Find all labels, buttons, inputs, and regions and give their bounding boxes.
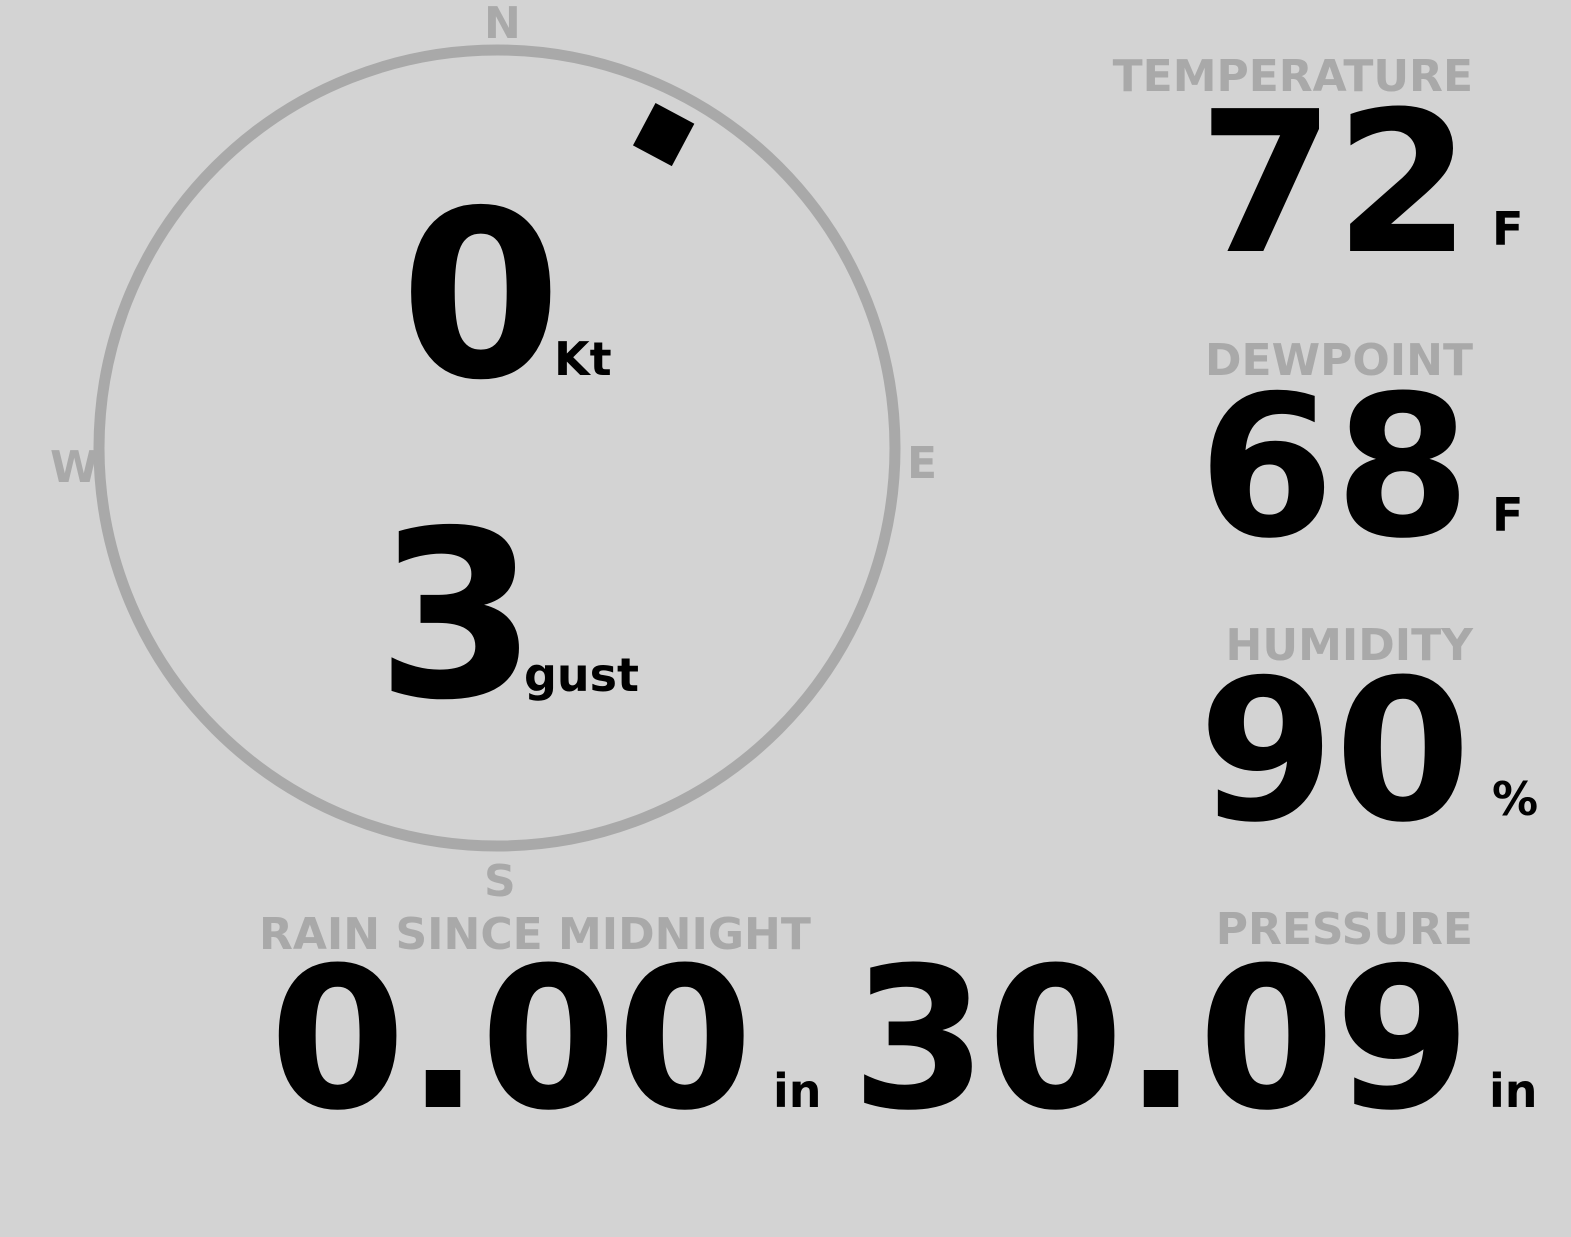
pressure-value: 30.09 xyxy=(851,926,1471,1154)
humidity-value: 90 xyxy=(1198,638,1471,866)
compass-north: N xyxy=(484,0,521,49)
dewpoint-unit: F xyxy=(1492,488,1524,542)
rain-unit: in xyxy=(773,1064,822,1118)
temperature-unit: F xyxy=(1492,202,1524,256)
pressure-label: PRESSURE xyxy=(1215,904,1473,955)
wind-gust-value: 3 xyxy=(376,481,538,751)
compass-south: S xyxy=(484,856,516,907)
temperature-value: 72 xyxy=(1198,70,1471,298)
compass-west: W xyxy=(50,442,99,493)
wind-speed-unit: Kt xyxy=(554,332,612,386)
dewpoint-value: 68 xyxy=(1198,354,1471,582)
temperature-label: TEMPERATURE xyxy=(1112,51,1473,102)
rain-value: 0.00 xyxy=(269,926,753,1154)
rain-label: RAIN SINCE MIDNIGHT xyxy=(259,909,811,960)
compass-east: E xyxy=(907,438,938,489)
wind-gust-unit: gust xyxy=(524,648,640,702)
wind-direction-marker xyxy=(632,103,695,167)
wind-speed-value: 0 xyxy=(400,161,562,431)
humidity-unit: % xyxy=(1492,772,1539,826)
dewpoint-label: DEWPOINT xyxy=(1205,335,1473,386)
compass-ring xyxy=(93,44,901,852)
pressure-unit: in xyxy=(1489,1064,1538,1118)
humidity-label: HUMIDITY xyxy=(1225,620,1473,671)
